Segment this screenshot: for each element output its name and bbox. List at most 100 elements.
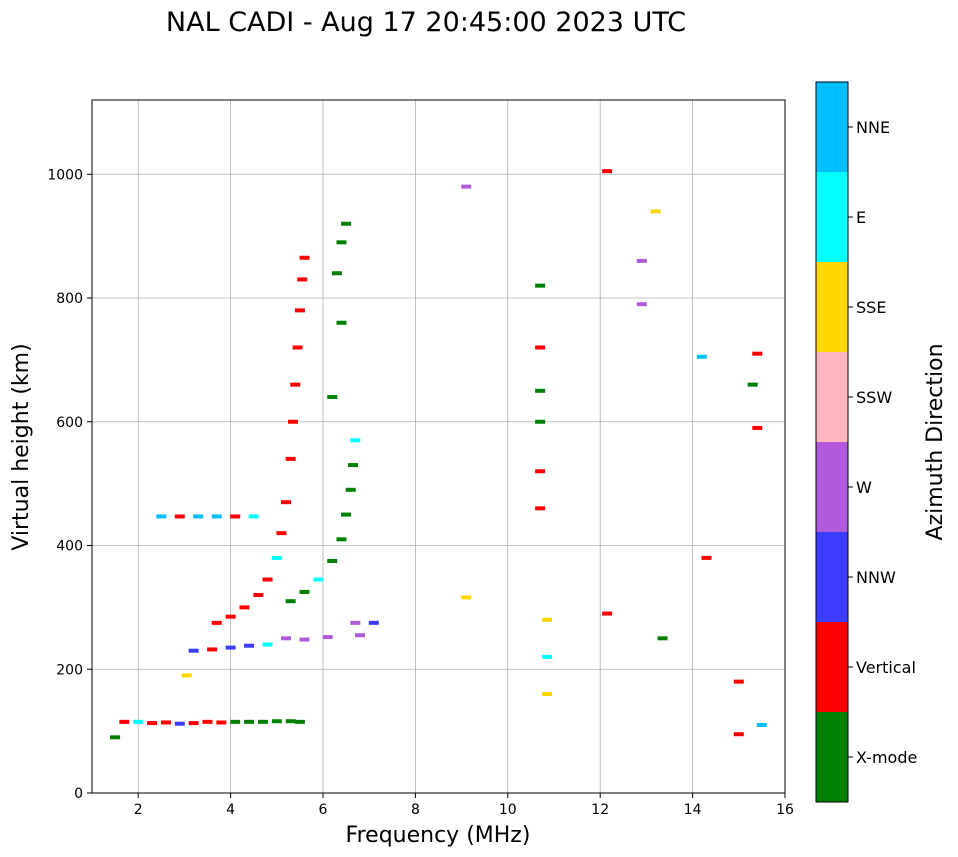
y-tick-label: 0 [74,786,83,802]
x-tick-label: 14 [684,802,702,818]
data-point [156,514,167,519]
series-f-layer-x-trace [285,221,361,604]
data-point [181,673,192,678]
colorbar: X-mode Vertical NNW W SSW SSE E NNE [815,81,917,803]
data-point [696,354,707,359]
data-point [542,692,553,696]
data-point [174,514,185,519]
data-point [230,514,241,519]
data-point [216,720,227,725]
data-point [354,633,365,638]
data-point [207,647,218,652]
colorbar-segment [816,712,848,802]
data-point [285,456,296,461]
data-point [281,636,292,641]
data-point [636,302,647,307]
data-point [336,240,347,245]
data-point [285,599,296,604]
x-tick-label: 16 [776,802,794,818]
data-point [350,620,361,625]
series-oblique-echoes-250-km [188,620,379,653]
colorbar-label: Vertical [856,658,916,677]
data-point [657,636,668,641]
colorbar-label: E [856,208,866,227]
colorbar-label: SSE [856,298,886,317]
data-point [248,514,259,519]
data-point [230,719,241,724]
data-point [336,320,347,325]
data-points [110,169,767,740]
colorbar-segment [816,532,848,622]
data-point [281,500,292,505]
data-point [331,271,342,276]
data-point [160,720,171,725]
series-f-layer-o-trace [211,255,310,625]
x-tick-label: 6 [319,802,328,818]
data-point [188,721,199,726]
data-point [262,577,273,582]
colorbar-segment [816,262,848,352]
data-point [313,577,324,582]
series-e-layer-trace [110,719,305,740]
x-tick-label: 2 [134,802,143,818]
data-point [341,512,352,517]
series-horizontal-band-447-km [156,514,259,519]
data-point [348,463,359,468]
series-vertical-columns [181,169,767,737]
chart-title: NAL CADI - Aug 17 20:45:00 2023 UTC [166,7,686,38]
x-tick-label: 4 [226,802,235,818]
axis-ticks: 2 4 6 8 10 12 14 16 0 200 400 600 800 1000 [47,167,794,818]
data-point [542,617,553,622]
colorbar-segment [816,442,848,532]
data-point [299,255,310,260]
data-point [752,351,763,356]
colorbar-frame [815,81,849,803]
colorbar-segment [816,352,848,442]
data-point [368,620,379,625]
data-point [271,719,282,724]
data-point [542,654,553,659]
data-point [461,595,472,600]
data-point [535,506,546,511]
colorbar-segment [816,172,848,262]
data-point [535,345,546,350]
data-point [341,221,352,226]
data-point [294,308,305,313]
data-point [211,514,222,519]
data-point [244,719,255,724]
colorbar-segment [816,82,848,172]
plot-area [92,100,785,793]
data-point [299,637,310,642]
grid-lines [92,100,786,794]
data-point [650,209,661,214]
data-point [211,620,222,625]
colorbar-label: NNW [856,568,896,587]
x-tick-label: 10 [499,802,517,818]
data-point [602,611,613,616]
y-axis-title: Virtual height (km) [9,343,34,550]
data-point [262,642,273,647]
data-point [461,184,472,189]
data-point [350,438,361,443]
data-point [733,679,744,684]
data-point [202,719,213,724]
data-point [535,469,546,474]
colorbar-label: W [856,478,872,497]
y-tick-label: 800 [56,291,83,307]
data-point [327,395,338,399]
data-point [322,635,333,640]
data-point [294,719,305,724]
data-point [290,382,301,387]
data-point [174,721,185,726]
data-point [225,614,236,619]
plot-frame [91,99,786,794]
data-point [336,537,347,542]
data-point [276,531,287,536]
data-point [535,388,546,393]
data-point [253,593,264,597]
data-point [119,719,130,724]
colorbar-segment [816,622,848,712]
x-tick-label: 8 [411,802,420,818]
data-point [287,419,298,424]
